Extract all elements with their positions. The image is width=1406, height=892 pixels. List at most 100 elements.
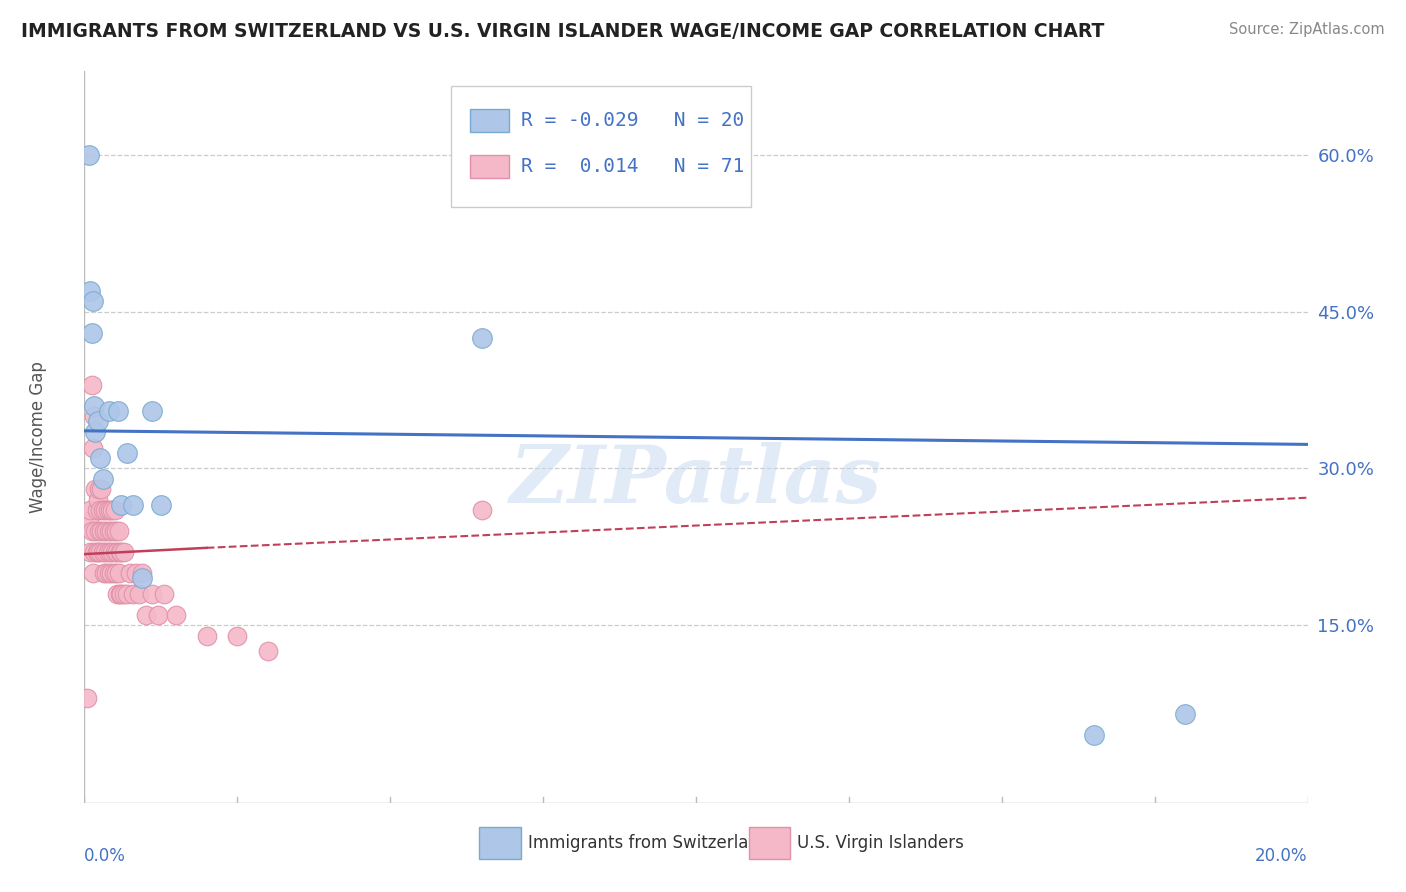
Point xyxy=(120,566,142,580)
Point xyxy=(128,587,150,601)
Point xyxy=(165,607,187,622)
Point xyxy=(83,399,105,413)
Point xyxy=(80,326,103,340)
Point xyxy=(112,587,135,601)
Point xyxy=(131,566,153,580)
Point xyxy=(97,545,120,559)
Point xyxy=(110,498,132,512)
FancyBboxPatch shape xyxy=(479,827,522,859)
FancyBboxPatch shape xyxy=(470,154,509,178)
Point xyxy=(97,404,120,418)
Point xyxy=(86,503,108,517)
Point xyxy=(115,587,138,601)
Point xyxy=(91,472,114,486)
Point xyxy=(87,414,110,428)
Point xyxy=(100,566,122,580)
Point xyxy=(101,545,124,559)
Point xyxy=(131,571,153,585)
Point xyxy=(79,284,101,298)
Point xyxy=(86,545,108,559)
Point xyxy=(101,503,124,517)
Point xyxy=(146,607,169,622)
Point xyxy=(77,148,100,162)
Point xyxy=(87,545,110,559)
Point xyxy=(97,566,120,580)
Point xyxy=(100,524,122,538)
Point xyxy=(82,566,104,580)
Point xyxy=(89,503,111,517)
Point xyxy=(110,545,132,559)
Point xyxy=(110,587,132,601)
Point xyxy=(84,425,107,439)
Point xyxy=(98,503,121,517)
Point xyxy=(125,566,148,580)
FancyBboxPatch shape xyxy=(451,86,751,207)
Point xyxy=(76,691,98,706)
Point xyxy=(105,545,128,559)
Point xyxy=(141,587,163,601)
Point xyxy=(103,524,125,538)
Point xyxy=(89,450,111,465)
Point xyxy=(471,331,494,345)
Point xyxy=(153,587,176,601)
Point xyxy=(96,524,118,538)
Point xyxy=(103,566,125,580)
Point xyxy=(87,524,110,538)
Point xyxy=(83,545,105,559)
Point xyxy=(98,545,121,559)
Text: ZIPatlas: ZIPatlas xyxy=(510,442,882,520)
Point xyxy=(82,441,104,455)
Text: Source: ZipAtlas.com: Source: ZipAtlas.com xyxy=(1229,22,1385,37)
Point xyxy=(195,629,218,643)
Text: IMMIGRANTS FROM SWITZERLAND VS U.S. VIRGIN ISLANDER WAGE/INCOME GAP CORRELATION : IMMIGRANTS FROM SWITZERLAND VS U.S. VIRG… xyxy=(21,22,1105,41)
Point xyxy=(89,545,111,559)
Point xyxy=(122,587,145,601)
Point xyxy=(91,545,114,559)
Point xyxy=(93,566,115,580)
Point xyxy=(90,483,112,497)
Point xyxy=(105,524,128,538)
Point xyxy=(107,404,129,418)
Text: 0.0%: 0.0% xyxy=(84,847,127,864)
Text: Wage/Income Gap: Wage/Income Gap xyxy=(30,361,46,513)
Point xyxy=(94,503,117,517)
Point xyxy=(1083,728,1105,742)
Point xyxy=(115,446,138,460)
Point xyxy=(82,294,104,309)
Text: R = -0.029   N = 20: R = -0.029 N = 20 xyxy=(522,111,744,130)
Point xyxy=(122,498,145,512)
Point xyxy=(91,503,114,517)
Point xyxy=(112,545,135,559)
FancyBboxPatch shape xyxy=(470,109,509,132)
Point xyxy=(90,524,112,538)
Point xyxy=(107,524,129,538)
Point xyxy=(93,524,115,538)
Point xyxy=(257,644,280,658)
Point xyxy=(96,566,118,580)
Point xyxy=(149,498,172,512)
Point xyxy=(471,503,494,517)
Text: R =  0.014   N = 71: R = 0.014 N = 71 xyxy=(522,157,744,176)
Point xyxy=(77,514,100,528)
Point xyxy=(84,483,107,497)
Point xyxy=(97,503,120,517)
Point xyxy=(83,409,105,424)
Point xyxy=(105,566,128,580)
Point xyxy=(226,629,249,643)
Point xyxy=(94,545,117,559)
Text: U.S. Virgin Islanders: U.S. Virgin Islanders xyxy=(797,834,965,852)
Point xyxy=(104,545,127,559)
Point xyxy=(80,524,103,538)
Point xyxy=(87,492,110,507)
Point xyxy=(108,545,131,559)
Text: 20.0%: 20.0% xyxy=(1256,847,1308,864)
Point xyxy=(97,524,120,538)
Point xyxy=(84,524,107,538)
Point xyxy=(79,545,101,559)
Point xyxy=(80,377,103,392)
Point xyxy=(104,503,127,517)
Text: Immigrants from Switzerland: Immigrants from Switzerland xyxy=(529,834,769,852)
FancyBboxPatch shape xyxy=(748,827,790,859)
Point xyxy=(87,483,110,497)
Point xyxy=(105,587,128,601)
